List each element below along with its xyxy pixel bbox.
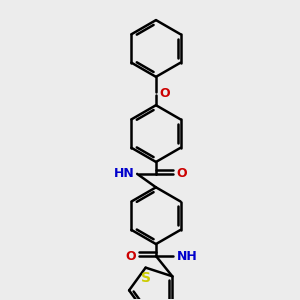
Text: HN: HN [114, 167, 135, 180]
Text: O: O [160, 87, 170, 100]
Text: O: O [125, 250, 136, 262]
Text: NH: NH [177, 250, 198, 262]
Text: S: S [141, 271, 151, 285]
Text: O: O [176, 167, 187, 180]
